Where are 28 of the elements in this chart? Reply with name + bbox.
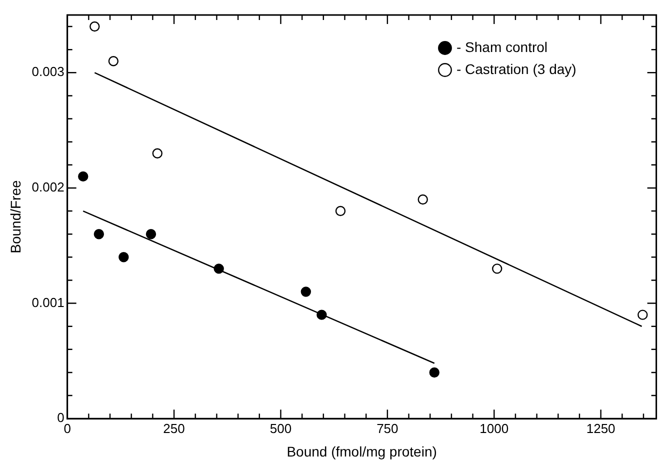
point — [118, 252, 129, 262]
x-tick-label: 250 — [163, 420, 185, 436]
point — [94, 228, 104, 240]
y-tick-label: 0.003 — [32, 64, 64, 80]
y-tick-label: 0 — [57, 410, 64, 426]
x-axis-title: Bound (fmol/mg protein) — [286, 443, 437, 460]
x-tick-label: 1000 — [480, 420, 509, 436]
point — [152, 148, 162, 158]
x-tick-label: 1250 — [586, 420, 616, 436]
point — [418, 194, 428, 205]
point — [146, 228, 156, 240]
y-axis-title: Bound/Free — [7, 180, 24, 254]
legend-label: - Sham control — [456, 38, 548, 55]
point — [214, 264, 224, 274]
point — [300, 286, 312, 297]
y-tick-label: 0.002 — [32, 180, 64, 195]
point — [316, 310, 327, 320]
point — [335, 206, 346, 216]
point — [108, 56, 119, 66]
point — [429, 367, 440, 378]
x-tick-label: 500 — [270, 420, 292, 436]
point — [78, 171, 88, 182]
point — [492, 264, 502, 274]
legend-label: - Castration (3 day) — [456, 60, 576, 77]
point — [90, 21, 100, 32]
point — [638, 310, 648, 320]
x-tick-label: 750 — [376, 420, 398, 436]
y-tick-label: 0.001 — [32, 294, 64, 310]
